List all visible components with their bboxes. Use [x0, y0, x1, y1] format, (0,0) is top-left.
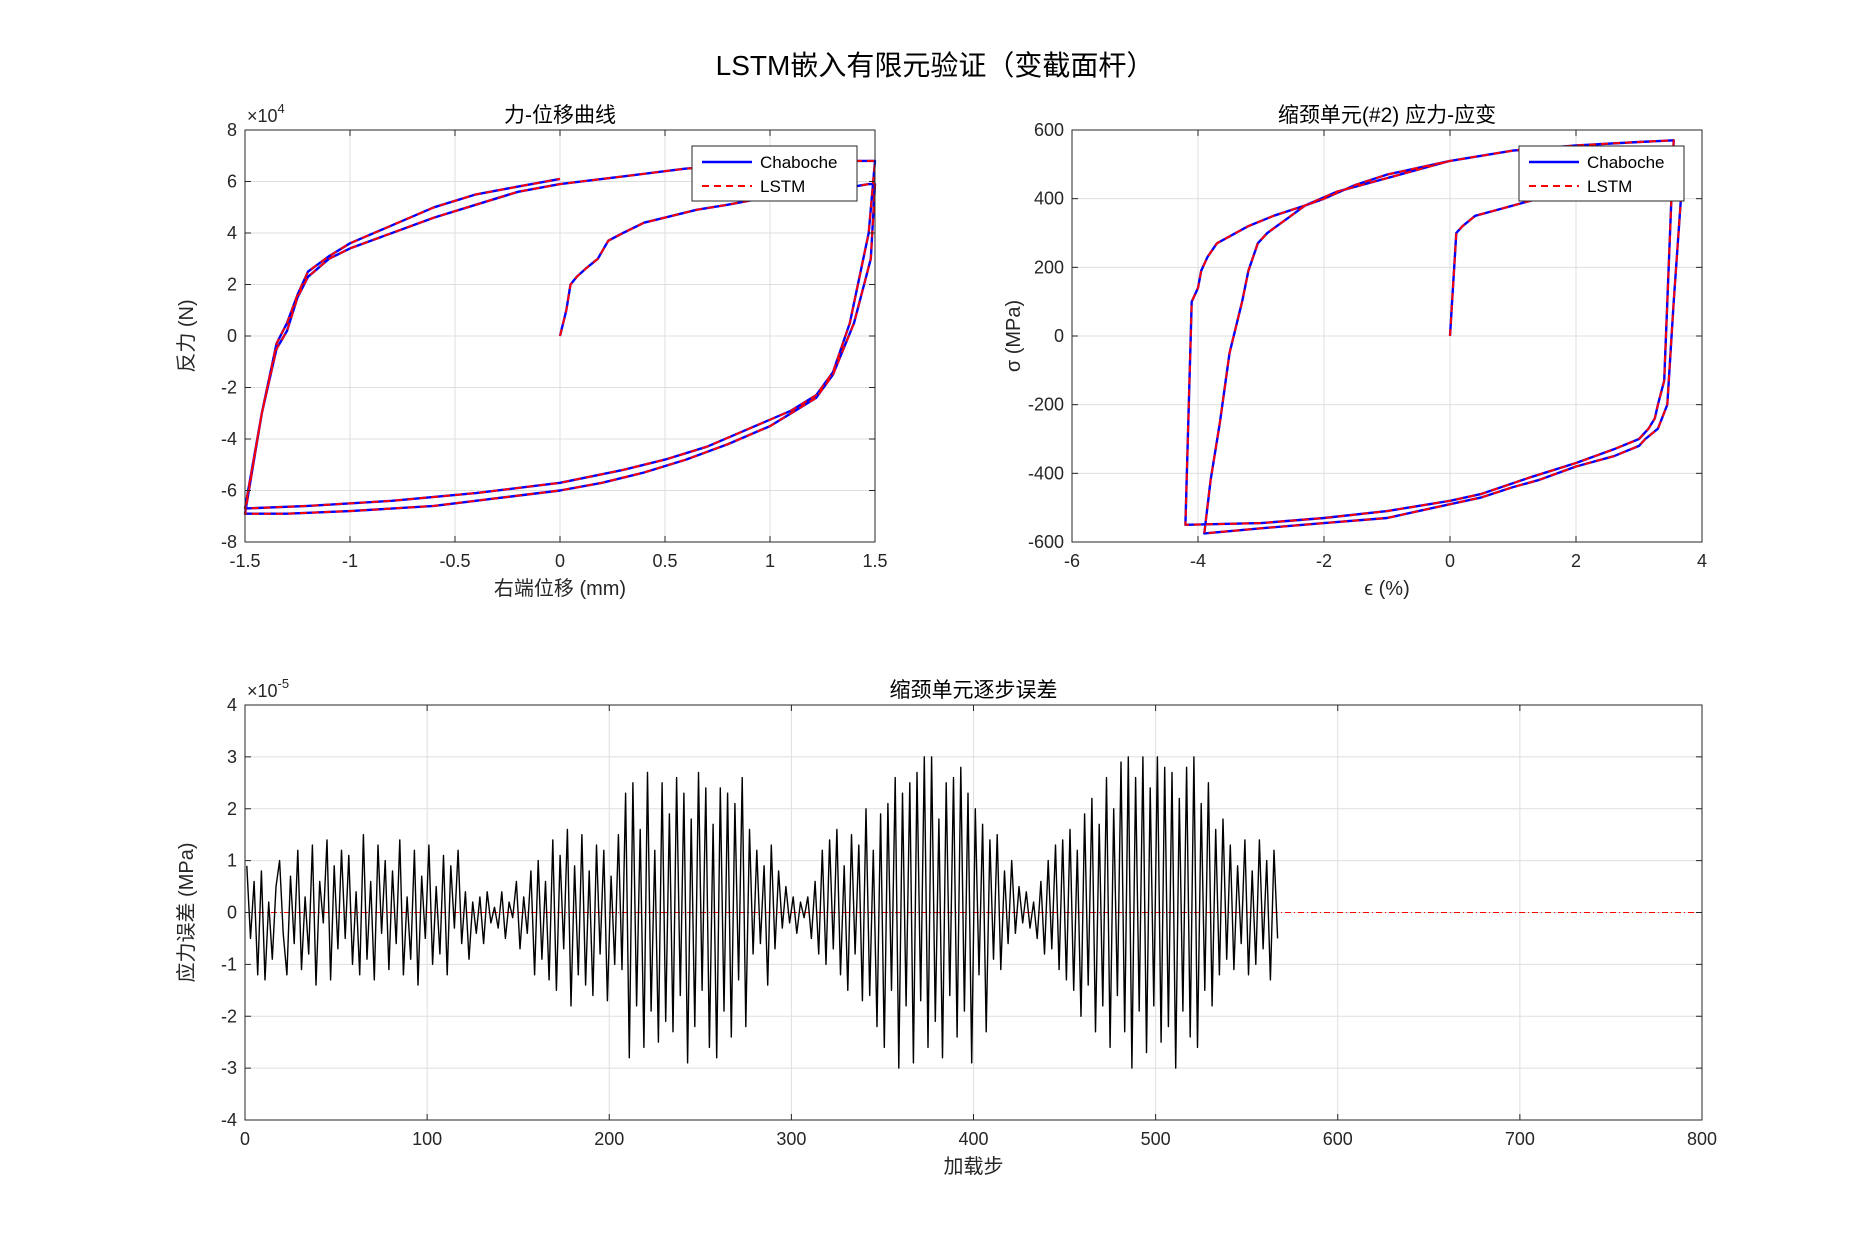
legend-label-chaboche: Chaboche [1587, 153, 1665, 172]
y-tick-label: 0 [227, 326, 237, 346]
y-tick-label: -600 [1028, 532, 1064, 552]
y-tick-label: -4 [221, 429, 237, 449]
y-tick-label: 200 [1034, 257, 1064, 277]
series-line-error [246, 756, 1279, 1069]
x-tick-label: -1.5 [229, 551, 260, 571]
ticks-stress-strain: -6 -4 -2 0 2 4 -600 -400 -200 0 200 400 600 [1028, 120, 1707, 571]
legend-label-chaboche: Chaboche [760, 153, 838, 172]
y-tick-label: 4 [227, 223, 237, 243]
x-axis-label-stress-strain: ϵ (%) [1364, 578, 1410, 600]
y-tick-label: 400 [1034, 189, 1064, 209]
y-exponent-force-displacement: ×104 [247, 101, 285, 126]
y-axis-label-force-displacement: 反力 (N) [175, 299, 198, 372]
y-tick-label: 0 [227, 903, 237, 923]
y-tick-label: -1 [221, 954, 237, 974]
axes-force-displacement: -1.5 -1 -0.5 0 0.5 1 1.5 -8 -6 -4 -2 0 2 4 6 8 力-位移曲线 右… [175, 101, 888, 600]
y-tick-label: -6 [221, 481, 237, 501]
legend-force-displacement: Chaboche LSTM [691, 145, 858, 202]
axes-title-stress-strain: 缩颈单元(#2) 应力-应变 [1278, 104, 1496, 127]
x-axis-label-force-displacement: 右端位移 (mm) [494, 577, 626, 600]
y-tick-label: 0 [1054, 326, 1064, 346]
y-tick-label: 3 [227, 747, 237, 767]
y-tick-label: -4 [221, 1110, 237, 1130]
y-tick-label: 8 [227, 120, 237, 140]
y-axis-label-stepwise-error: 应力误差 (MPa) [175, 843, 198, 983]
x-tick-label: 100 [412, 1129, 442, 1149]
y-tick-label: 6 [227, 172, 237, 192]
x-tick-label: 1.5 [862, 551, 887, 571]
legend-label-lstm: LSTM [760, 177, 805, 196]
x-tick-label: -2 [1316, 551, 1332, 571]
x-tick-label: 500 [1141, 1129, 1171, 1149]
axes-stepwise-error: 0 100 200 300 400 500 600 700 800 -4 -3 -2 -1 0 1 2 3 4 缩… [175, 676, 1717, 1178]
x-tick-label: 800 [1687, 1129, 1717, 1149]
y-tick-label: -2 [221, 1006, 237, 1026]
y-tick-label: -2 [221, 378, 237, 398]
legend-label-lstm: LSTM [1587, 177, 1632, 196]
x-tick-label: 0 [240, 1129, 250, 1149]
x-tick-label: 0 [1445, 551, 1455, 571]
figure-title: LSTM嵌入有限元验证（变截面杆） [716, 50, 1155, 81]
y-tick-label: -400 [1028, 463, 1064, 483]
plot-area-stress-strain [1184, 139, 1685, 535]
x-tick-label: 1 [765, 551, 775, 571]
y-exponent-power: -5 [278, 676, 290, 691]
y-tick-label: 2 [227, 799, 237, 819]
y-exponent-power: 4 [278, 101, 285, 116]
y-tick-label: 4 [227, 695, 237, 715]
legend-stress-strain: Chaboche LSTM [1518, 145, 1685, 202]
ticks-stepwise-error: 0 100 200 300 400 500 600 700 800 -4 -3 -2 -1 0 1 2 3 4 [221, 695, 1717, 1149]
x-tick-label: 4 [1697, 551, 1707, 571]
ticks-force-displacement: -1.5 -1 -0.5 0 0.5 1 1.5 -8 -6 -4 -2 0 2 4 6 8 [221, 120, 888, 571]
x-tick-label: 400 [958, 1129, 988, 1149]
y-exponent-base: ×10 [247, 681, 278, 701]
x-tick-label: 700 [1505, 1129, 1535, 1149]
x-tick-label: 0 [555, 551, 565, 571]
x-tick-label: 600 [1323, 1129, 1353, 1149]
x-tick-label: 200 [594, 1129, 624, 1149]
x-tick-label: 0.5 [652, 551, 677, 571]
plot-area-stepwise-error [245, 756, 1702, 1069]
y-exponent-stepwise-error: ×10-5 [247, 676, 289, 701]
y-tick-label: 2 [227, 275, 237, 295]
y-axis-label-stress-strain: σ (MPa) [1003, 300, 1025, 372]
axes-stress-strain: -6 -4 -2 0 2 4 -600 -400 -200 0 200 400 600 缩颈单元(#2)… [1003, 104, 1707, 600]
legend-box [691, 145, 858, 202]
legend-box [1518, 145, 1685, 202]
y-tick-label: -200 [1028, 395, 1064, 415]
y-tick-label: -8 [221, 532, 237, 552]
series-line-lstm [1184, 139, 1685, 535]
y-tick-label: 1 [227, 851, 237, 871]
x-axis-label-stepwise-error: 加载步 [944, 1155, 1004, 1178]
x-tick-label: 2 [1571, 551, 1581, 571]
axes-title-force-displacement: 力-位移曲线 [504, 104, 616, 127]
x-tick-label: -4 [1190, 551, 1206, 571]
x-tick-label: 300 [776, 1129, 806, 1149]
axes-title-stepwise-error: 缩颈单元逐步误差 [890, 679, 1058, 702]
x-tick-label: -1 [342, 551, 358, 571]
x-tick-label: -6 [1064, 551, 1080, 571]
y-tick-label: 600 [1034, 120, 1064, 140]
y-exponent-base: ×10 [247, 106, 278, 126]
y-tick-label: -3 [221, 1058, 237, 1078]
x-tick-label: -0.5 [439, 551, 470, 571]
